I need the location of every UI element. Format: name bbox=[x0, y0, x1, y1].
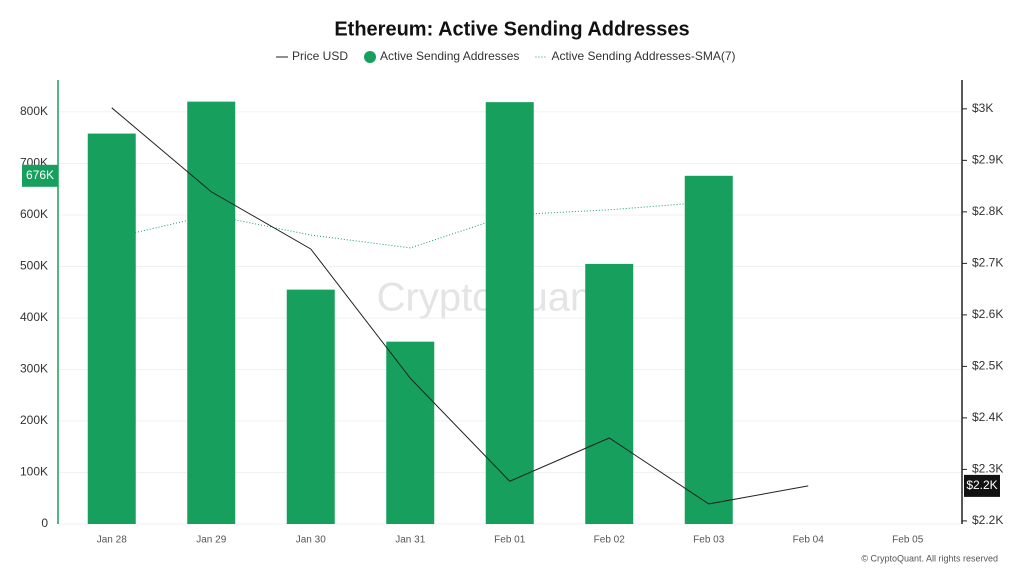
bar bbox=[585, 263, 634, 524]
y2-tick-label: $2.2K bbox=[972, 513, 1003, 527]
y-tick-label: 400K bbox=[20, 310, 48, 324]
bar bbox=[187, 101, 236, 524]
x-tick-label: Feb 01 bbox=[494, 535, 526, 546]
bar bbox=[87, 133, 136, 524]
price-line bbox=[111, 107, 809, 505]
y2-marker bbox=[964, 474, 1000, 497]
y2-tick-label: $3K bbox=[972, 101, 993, 115]
legend-label: Price USD bbox=[292, 49, 348, 63]
bar bbox=[485, 102, 534, 524]
x-tick-label: Jan 29 bbox=[196, 535, 226, 546]
bar bbox=[386, 341, 435, 524]
bar bbox=[684, 175, 733, 524]
x-tick-label: Jan 31 bbox=[395, 535, 425, 546]
y2-tick-label: $2.6K bbox=[972, 307, 1003, 321]
chart-title: Ethereum: Active Sending Addresses bbox=[334, 18, 689, 40]
x-tick-label: Feb 04 bbox=[793, 535, 825, 546]
y-tick-label: 300K bbox=[20, 362, 48, 376]
y2-tick-label: $2.7K bbox=[972, 256, 1003, 270]
y-tick-label: 100K bbox=[20, 465, 48, 479]
x-tick-label: Jan 30 bbox=[296, 535, 326, 546]
y-tick-label: 200K bbox=[20, 413, 48, 427]
x-tick-label: Feb 02 bbox=[594, 535, 626, 546]
y2-tick-label: $2.3K bbox=[972, 462, 1003, 476]
y2-tick-label: $2.5K bbox=[972, 359, 1003, 373]
y-marker-label: 676K bbox=[26, 168, 54, 182]
x-tick-label: Jan 28 bbox=[97, 535, 127, 546]
legend-label: Active Sending Addresses-SMA(7) bbox=[551, 49, 735, 63]
y2-marker-label: $2.2K bbox=[966, 478, 997, 492]
y-tick-label: 800K bbox=[20, 104, 48, 118]
y2-tick-label: $2.4K bbox=[972, 410, 1003, 424]
y-tick-label: 0 bbox=[41, 516, 48, 530]
footer: © CryptoQuant. All rights reserved bbox=[861, 553, 998, 563]
y-tick-label: 500K bbox=[20, 259, 48, 273]
sma-line bbox=[111, 201, 709, 249]
legend-label: Active Sending Addresses bbox=[380, 49, 519, 63]
y2-tick-label: $2.9K bbox=[972, 153, 1003, 167]
x-tick-label: Feb 05 bbox=[892, 535, 924, 546]
y2-tick-label: $2.8K bbox=[972, 204, 1003, 218]
y-marker bbox=[22, 164, 58, 187]
bar bbox=[286, 289, 335, 524]
legend-swatch bbox=[364, 51, 377, 63]
x-tick-label: Feb 03 bbox=[693, 535, 725, 546]
y-tick-label: 600K bbox=[20, 207, 48, 221]
